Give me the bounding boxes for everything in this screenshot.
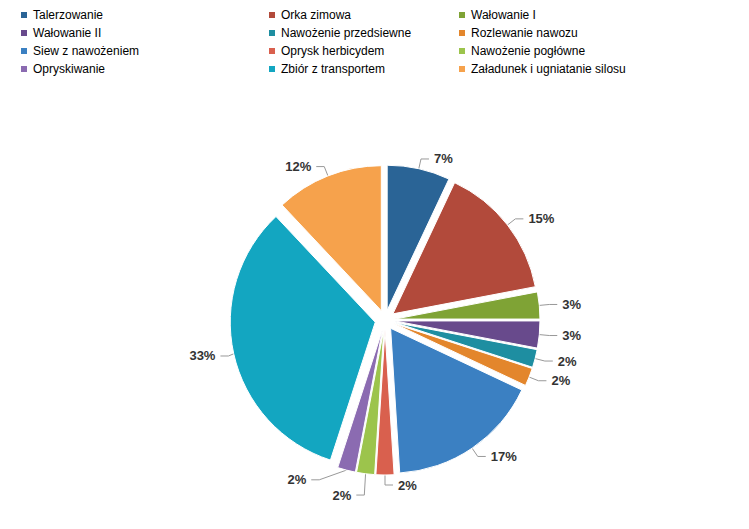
svg-text:2%: 2% <box>398 478 417 493</box>
svg-text:Nawożenie pogłówne: Nawożenie pogłówne <box>471 44 585 58</box>
svg-text:Rozlewanie nawozu: Rozlewanie nawozu <box>471 26 578 40</box>
svg-text:3%: 3% <box>562 328 581 343</box>
svg-text:15%: 15% <box>528 211 554 226</box>
svg-text:Siew z nawożeniem: Siew z nawożeniem <box>33 44 139 58</box>
svg-text:Wałowanie II: Wałowanie II <box>33 26 101 40</box>
svg-text:2%: 2% <box>333 488 352 503</box>
svg-text:2%: 2% <box>551 373 570 388</box>
svg-text:12%: 12% <box>285 159 311 174</box>
svg-text:2%: 2% <box>287 472 306 487</box>
svg-text:7%: 7% <box>434 151 453 166</box>
svg-text:Opryskiwanie: Opryskiwanie <box>33 62 105 76</box>
svg-text:Zbiór z transportem: Zbiór z transportem <box>281 62 385 76</box>
svg-text:Załadunek i ugniatanie silosu: Załadunek i ugniatanie silosu <box>471 62 626 76</box>
svg-text:Talerzowanie: Talerzowanie <box>33 8 103 22</box>
svg-text:Orka zimowa: Orka zimowa <box>281 8 351 22</box>
svg-text:Nawożenie przedsiewne: Nawożenie przedsiewne <box>281 26 411 40</box>
svg-text:3%: 3% <box>562 297 581 312</box>
svg-text:Wałowanie I: Wałowanie I <box>471 8 536 22</box>
svg-text:33%: 33% <box>189 348 215 363</box>
svg-text:Oprysk herbicydem: Oprysk herbicydem <box>281 44 384 58</box>
svg-text:2%: 2% <box>558 354 577 369</box>
svg-text:17%: 17% <box>491 449 517 464</box>
